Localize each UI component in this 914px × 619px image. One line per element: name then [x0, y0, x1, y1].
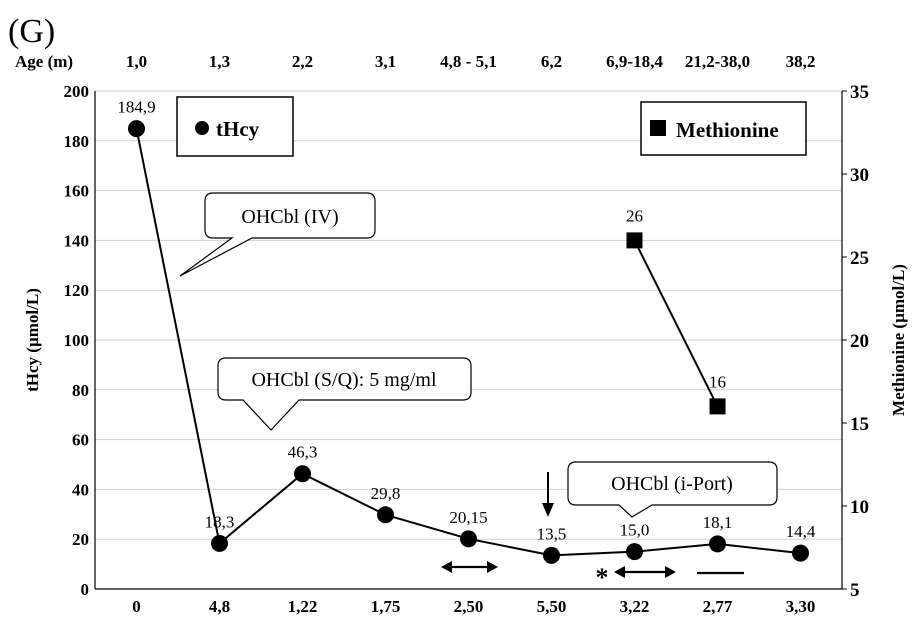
legend-thcy-marker [195, 121, 209, 135]
right-tick-label: 25 [850, 248, 869, 269]
thcy-point [128, 120, 145, 138]
left-tick-label: 80 [72, 381, 89, 400]
x-tick-label: 1,75 [371, 597, 401, 616]
thcy-point [543, 546, 560, 564]
left-tick-label: 120 [64, 281, 90, 300]
left-tick-label: 100 [64, 331, 90, 350]
methionine-data-label: 26 [626, 206, 643, 225]
series-methionine: 26 16 [626, 206, 726, 415]
methionine-point [626, 232, 643, 249]
y-axis-label-left: tHcy (µmol/L) [23, 288, 42, 392]
panel-label: (G) [8, 13, 55, 50]
annotation-down-arrow-head [542, 503, 554, 517]
thcy-data-label: 15,0 [620, 521, 650, 540]
thcy-point [460, 530, 477, 548]
methionine-line [633, 239, 719, 407]
callout-sq-text: OHCbl (S/Q): 5 mg/ml [251, 369, 436, 391]
age-value: 6,9-18,4 [606, 52, 663, 71]
age-value: 6,2 [541, 52, 562, 71]
thcy-data-label: 13,5 [537, 524, 567, 543]
thcy-point [626, 543, 643, 561]
right-tick-label: 10 [850, 497, 869, 518]
callout-iv-text: OHCbl (IV) [241, 206, 338, 228]
series-thcy: 184,9 18,3 46,3 29,8 20,15 13,5 15,0 18,1 14,4 [117, 98, 816, 564]
x-tick-label: 2,77 [703, 597, 733, 616]
thcy-data-label: 29,8 [371, 484, 401, 503]
right-tick-label: 30 [850, 165, 869, 186]
legend-methionine-label: Methionine [676, 118, 779, 142]
left-tick-label: 140 [64, 231, 90, 250]
right-tick-label: 20 [850, 331, 869, 352]
legend-methionine-box [640, 101, 807, 156]
x-axis-ticks: 0 4,8 1,22 1,75 2,50 5,50 3,22 2,77 3,30 [132, 597, 815, 616]
left-tick-label: 40 [72, 480, 89, 499]
y-axis-label-right: Methionine (µmol/L) [889, 264, 908, 416]
left-tick-label: 180 [64, 132, 90, 151]
annotation-asterisk: * [596, 563, 609, 592]
annotation-double-arrow-1-right-head [487, 561, 498, 573]
age-value: 38,2 [786, 52, 816, 71]
callout-iv-box [179, 192, 376, 277]
x-tick-label: 2,50 [454, 597, 484, 616]
left-tick-label: 0 [81, 580, 90, 599]
methionine-data-label: 16 [709, 372, 726, 391]
x-tick-label: 0 [132, 597, 141, 616]
thcy-data-label: 18,1 [703, 513, 733, 532]
x-tick-label: 3,22 [620, 597, 650, 616]
callout-sq-box [217, 357, 472, 431]
age-row-values: 1,0 1,3 2,2 3,1 4,8 - 5,1 6,2 6,9-18,4 21,2-38,… [126, 52, 816, 71]
thcy-point [792, 544, 809, 562]
age-value: 1,0 [126, 52, 147, 71]
age-value: 3,1 [375, 52, 396, 71]
left-axis-ticks: 0 20 40 60 80 100 120 140 160 180 200 [64, 82, 90, 599]
thcy-data-label: 18,3 [205, 512, 235, 531]
age-row-label: Age (m) [15, 52, 73, 71]
age-value: 1,3 [209, 52, 230, 71]
thcy-data-label: 184,9 [117, 98, 155, 117]
thcy-data-label: 46,3 [288, 443, 318, 462]
right-axis-ticks: 5 10 15 20 25 30 35 [842, 82, 869, 601]
thcy-point [709, 535, 726, 553]
x-tick-label: 1,22 [288, 597, 318, 616]
legend-methionine-marker [650, 120, 666, 136]
right-tick-label: 5 [850, 580, 860, 601]
annotation-double-arrow-2-left-head [614, 566, 625, 578]
legend-thcy-label: tHcy [216, 117, 260, 141]
x-tick-label: 3,30 [786, 597, 816, 616]
callout-iport-box [567, 461, 778, 518]
annotation-double-arrow-1-left-head [441, 561, 452, 573]
left-tick-label: 20 [72, 530, 89, 549]
thcy-point [377, 506, 394, 524]
methionine-point [709, 398, 726, 415]
callout-iport-text: OHCbl (i-Port) [611, 473, 733, 495]
annotation-double-arrow-2-right-head [665, 566, 676, 578]
right-tick-label: 35 [850, 82, 869, 103]
age-value: 21,2-38,0 [685, 52, 750, 71]
thcy-data-label: 14,4 [786, 522, 816, 541]
thcy-point [211, 534, 228, 552]
x-tick-label: 4,8 [209, 597, 230, 616]
thcy-point [294, 465, 311, 483]
age-value: 2,2 [292, 52, 313, 71]
age-value: 4,8 - 5,1 [440, 52, 497, 71]
right-tick-label: 15 [850, 414, 869, 435]
left-tick-label: 200 [64, 82, 90, 101]
left-tick-label: 60 [72, 431, 89, 450]
x-tick-label: 5,50 [537, 597, 567, 616]
thcy-data-label: 20,15 [449, 508, 487, 527]
left-tick-label: 160 [64, 182, 90, 201]
